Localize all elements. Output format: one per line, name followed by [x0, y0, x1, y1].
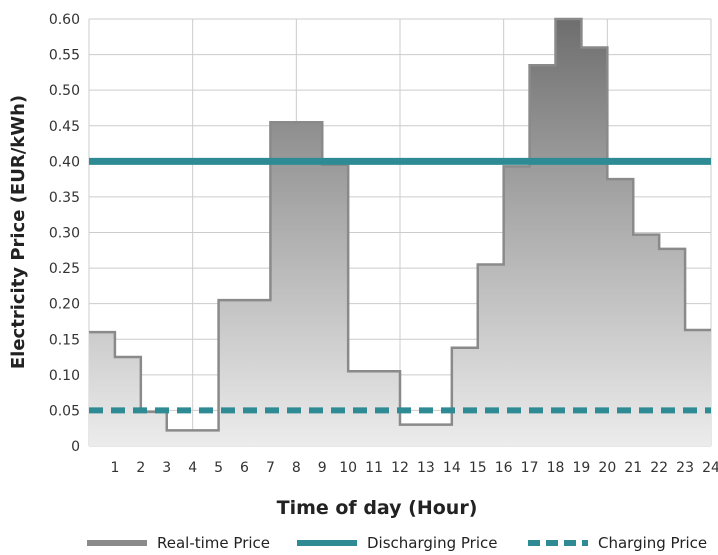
legend: Real-time Price Discharging Price Charging… — [87, 534, 707, 552]
y-tick-label: 0.30 — [49, 226, 80, 242]
real-time-price-area — [89, 19, 711, 446]
y-axis-title: Electricity Price (EUR/kWh) — [8, 95, 29, 369]
legend-label: Charging Price — [598, 534, 707, 552]
x-tick-label: 13 — [417, 460, 435, 476]
y-tick-label: 0.60 — [49, 12, 80, 28]
x-tick-label: 10 — [339, 460, 357, 476]
x-tick-label: 15 — [469, 460, 487, 476]
y-tick-label: 0.55 — [49, 48, 80, 64]
x-tick-label: 8 — [292, 460, 301, 476]
x-tick-label: 22 — [650, 460, 668, 476]
y-tick-label: 0.45 — [49, 119, 80, 135]
x-tick-label: 14 — [443, 460, 461, 476]
x-tick-labels: 1 2 3 4 5 6 7 8 9 10 11 12 13 14 15 16 17 18 19 20 21 22 23 24 — [110, 460, 718, 476]
y-tick-labels: 0 0.05 0.10 0.15 0.20 0.25 0.30 0.35 0.40 0.45 0.5… — [49, 12, 80, 455]
x-axis-title: Time of day (Hour) — [277, 497, 478, 519]
y-tick-label: 0.15 — [49, 332, 80, 348]
x-tick-label: 20 — [598, 460, 616, 476]
x-tick-label: 6 — [240, 460, 249, 476]
x-tick-label: 18 — [547, 460, 565, 476]
y-tick-label: 0.40 — [49, 154, 80, 170]
x-tick-label: 2 — [136, 460, 145, 476]
legend-label: Real-time Price — [157, 534, 270, 552]
x-tick-label: 24 — [702, 460, 718, 476]
x-tick-label: 12 — [391, 460, 409, 476]
y-tick-label: 0.35 — [49, 190, 80, 206]
real-time-price-line — [89, 17, 711, 432]
x-tick-label: 17 — [521, 460, 539, 476]
legend-label: Discharging Price — [367, 534, 497, 552]
x-tick-label: 3 — [162, 460, 171, 476]
y-tick-label: 0.05 — [49, 403, 80, 419]
y-tick-label: 0 — [71, 439, 80, 455]
y-tick-label: 0.20 — [49, 297, 80, 313]
y-tick-label: 0.50 — [49, 83, 80, 99]
x-tick-label: 7 — [266, 460, 275, 476]
x-tick-label: 21 — [624, 460, 642, 476]
x-tick-label: 9 — [318, 460, 327, 476]
x-tick-label: 19 — [573, 460, 591, 476]
y-tick-label: 0.25 — [49, 261, 80, 277]
x-tick-label: 16 — [495, 460, 513, 476]
x-tick-label: 4 — [188, 460, 197, 476]
x-tick-label: 5 — [214, 460, 223, 476]
x-tick-label: 1 — [110, 460, 119, 476]
y-tick-label: 0.10 — [49, 368, 80, 384]
x-tick-label: 11 — [365, 460, 383, 476]
x-tick-label: 23 — [676, 460, 694, 476]
